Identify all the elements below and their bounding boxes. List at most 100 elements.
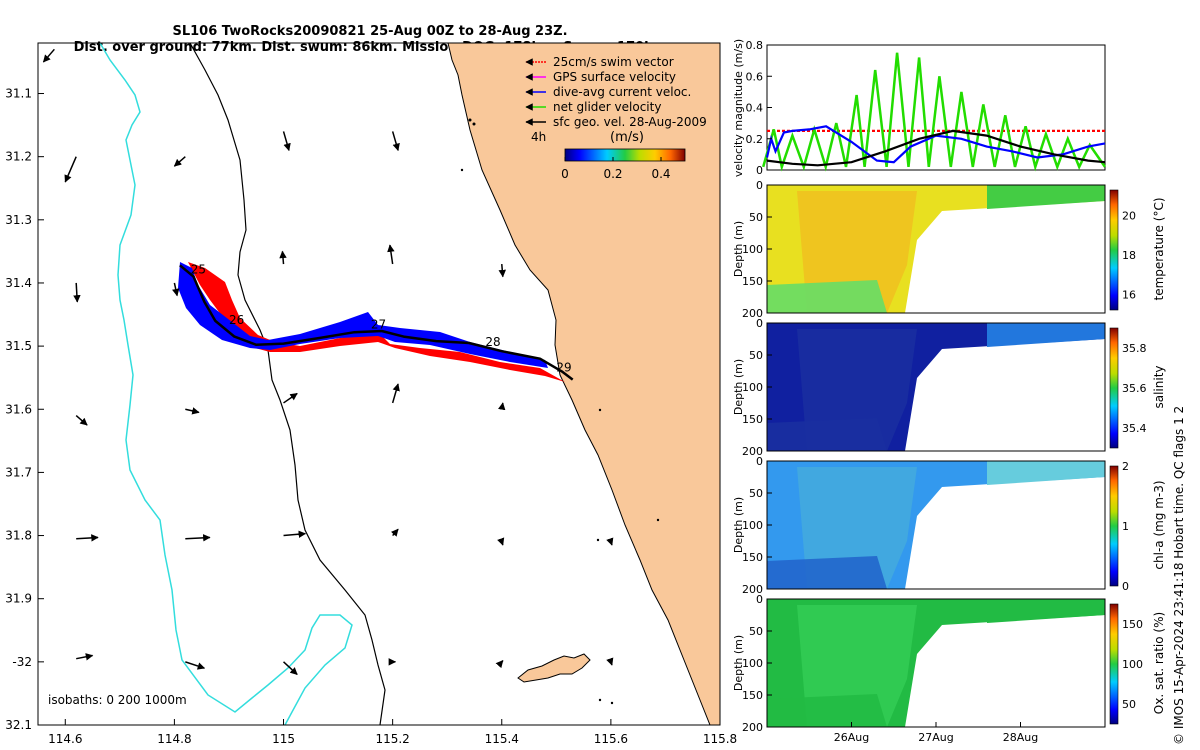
- section-colorbar-tick-label: 35.4: [1122, 422, 1147, 435]
- day-label: 26: [229, 313, 244, 327]
- section-temperature: 0 50 100 150 200 Depth (m) 16 18 20 temperature (…: [732, 179, 1166, 320]
- section-y-tick-label: 50: [749, 487, 763, 500]
- geo-vector-arrow: [606, 657, 614, 666]
- velocity-y-tick-label: 0.2: [746, 133, 764, 146]
- section-y-tick-label: 100: [742, 657, 763, 670]
- geo-vector-arrow: [42, 48, 55, 63]
- map-x-tick-label: 115: [272, 732, 295, 746]
- velocity-y-tick-label: 0.6: [746, 70, 764, 83]
- day-label: 28: [485, 335, 500, 349]
- section-ylabel: Depth (m): [732, 497, 745, 553]
- section-ylabel: Depth (m): [732, 359, 745, 415]
- geo-vector-arrow: [73, 282, 81, 303]
- coastal-rocks: [460, 118, 660, 705]
- section-data-shelf: [987, 599, 1105, 623]
- section-y-tick-label: 100: [742, 243, 763, 256]
- map-y-tick-label: -32: [12, 655, 32, 669]
- map-x-axis: 114.6 114.8 115 115.2 115.4 115.6 115.8: [48, 719, 737, 746]
- scale-label: 4h: [531, 130, 546, 144]
- section-colorbar-label: chl-a (mg m-3): [1152, 480, 1166, 569]
- section-chl-a: 0 50 100 150 200 Depth (m) 0 1 2 chl-a (mg m-3): [732, 455, 1166, 596]
- day-label: 27: [371, 317, 386, 331]
- geo-vector-arrow: [498, 402, 506, 411]
- velocity-series-line: [766, 129, 1106, 167]
- velocity-y-tick-label: 0: [756, 164, 763, 177]
- legend-label: 25cm/s swim vector: [553, 55, 674, 69]
- geo-vector-arrow: [495, 660, 504, 669]
- net-glider-track: [179, 264, 574, 381]
- speed-colorbar-tick-label: 0.2: [603, 167, 622, 181]
- map-y-tick-label: 32.1: [5, 718, 32, 732]
- geo-vector-arrow: [185, 661, 206, 670]
- section-ylabel: Depth (m): [732, 221, 745, 277]
- section-data-deep: [767, 418, 887, 451]
- geostrophic-vectors: [42, 48, 614, 676]
- map-x-tick-label: 115.8: [703, 732, 737, 746]
- isobath-1000m: [99, 43, 353, 725]
- map-y-tick-label: 31.9: [5, 592, 32, 606]
- section-data-deep: [767, 280, 887, 313]
- section-colorbar-label: temperature (°C): [1152, 198, 1166, 301]
- map-y-tick-label: 31.8: [5, 529, 32, 543]
- legend-label: sfc geo. vel. 28-Aug-2009: [553, 115, 707, 129]
- geo-vector-arrow: [76, 653, 94, 661]
- geo-vector-arrow: [76, 534, 99, 542]
- map-y-tick-label: 31.6: [5, 402, 32, 416]
- section-colorbar-tick-label: 35.8: [1122, 342, 1147, 355]
- section-colorbar: [1109, 189, 1119, 311]
- velocity-y-tick-label: 0.4: [746, 102, 764, 115]
- section-salinity: 0 50 100 150 200 Depth (m) 35.4 35.6 35.8 salinit…: [732, 317, 1166, 458]
- day-label: 25: [191, 262, 206, 276]
- section-y-tick-label: 0: [756, 593, 763, 606]
- velocity-series-line: [761, 52, 1107, 172]
- section-colorbar-tick-label: 100: [1122, 658, 1143, 671]
- isobath-label: isobaths: 0 200 1000m: [48, 693, 187, 707]
- section-data-deep: [767, 556, 887, 589]
- geo-vector-arrow: [283, 661, 298, 676]
- section-colorbar-tick-label: 0: [1122, 580, 1129, 593]
- section-x-tick-label: 26Aug: [834, 731, 869, 744]
- geo-vector-arrow: [279, 250, 287, 265]
- velocity-y-tick-label: 0.8: [746, 39, 764, 52]
- map-x-tick-label: 115.2: [375, 732, 409, 746]
- section-colorbar: [1109, 327, 1119, 449]
- velocity-y-axis: 0 0.2 0.4 0.6 0.8: [746, 39, 772, 177]
- map-x-tick-label: 114.6: [48, 732, 82, 746]
- section-colorbar-tick-label: 1: [1122, 520, 1129, 533]
- day-labels: 25 26 27 28 29: [191, 262, 572, 374]
- geo-vector-arrow: [64, 156, 77, 183]
- chart-title-line1: SL106 TwoRocks20090821 25-Aug 00Z to 28-…: [172, 24, 568, 39]
- day-label: 29: [556, 360, 571, 374]
- geo-vector-arrow: [75, 415, 88, 426]
- map-y-tick-label: 31.1: [5, 87, 32, 101]
- section-colorbar-tick-label: 18: [1122, 249, 1136, 262]
- geo-vector-arrow: [391, 383, 400, 404]
- section-y-tick-label: 100: [742, 519, 763, 532]
- section-colorbar-tick-label: 35.6: [1122, 382, 1147, 395]
- geo-vector-arrow: [185, 534, 211, 542]
- geo-vector-arrow: [498, 263, 507, 278]
- map-x-tick-label: 115.6: [594, 732, 628, 746]
- geo-vector-arrow: [390, 528, 399, 537]
- section-data-shelf: [987, 185, 1105, 209]
- map-x-tick-label: 114.8: [157, 732, 191, 746]
- section-colorbar-tick-label: 150: [1122, 618, 1143, 631]
- section-colorbar: [1109, 465, 1119, 587]
- section-x-tick-label: 28Aug: [1003, 731, 1038, 744]
- section-oxygen: 0 50 100 150 200 Depth (m) 50 100 150 Ox. sat. ra…: [732, 593, 1166, 744]
- section-y-tick-label: 150: [742, 689, 763, 702]
- speed-colorbar: [564, 148, 686, 162]
- section-colorbar-label: salinity: [1152, 365, 1166, 408]
- map-y-axis: 31.1 31.2 31.3 31.4 31.5 31.6 31.7 31.8 31.9 -32 3…: [5, 87, 44, 732]
- section-colorbar-label: Ox. sat. ratio (%): [1152, 612, 1166, 714]
- section-y-tick-label: 50: [749, 349, 763, 362]
- section-data-shelf: [987, 323, 1105, 347]
- section-colorbar-tick-label: 16: [1122, 288, 1136, 301]
- section-y-tick-label: 50: [749, 625, 763, 638]
- colorbar-unit: (m/s): [610, 130, 644, 145]
- velocity-series-line: [765, 125, 1106, 164]
